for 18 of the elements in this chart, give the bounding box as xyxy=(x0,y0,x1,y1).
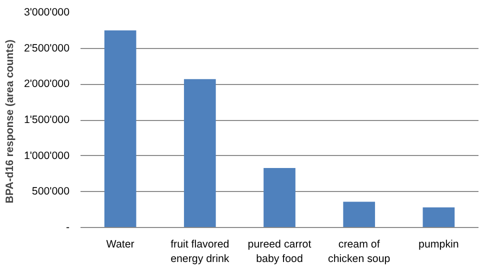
y-axis-title: BPA-d16 response (area counts) xyxy=(4,39,16,204)
y-tick-label: 2'000'000 xyxy=(24,78,70,90)
bar xyxy=(184,79,216,228)
y-tick-label: 3'000'000 xyxy=(24,6,70,18)
x-tick-label: fruit flavored energy drink xyxy=(170,238,230,265)
x-tick-label: pumpkin xyxy=(418,238,459,250)
y-tick-label: 1'000'000 xyxy=(24,150,70,162)
bar xyxy=(422,207,455,228)
y-tick-label: 500'000 xyxy=(32,186,70,198)
y-tick-label: - xyxy=(66,222,70,234)
bar xyxy=(104,30,136,228)
y-tick-label: 2'500'000 xyxy=(24,42,70,54)
x-tick-label: Water xyxy=(106,238,135,250)
x-tick-label: cream of chicken soup xyxy=(328,238,390,265)
bar xyxy=(343,202,376,228)
bar xyxy=(264,168,296,228)
x-tick-label: pureed carrot baby food xyxy=(248,238,312,265)
y-tick-label: 1'500'000 xyxy=(24,114,70,126)
